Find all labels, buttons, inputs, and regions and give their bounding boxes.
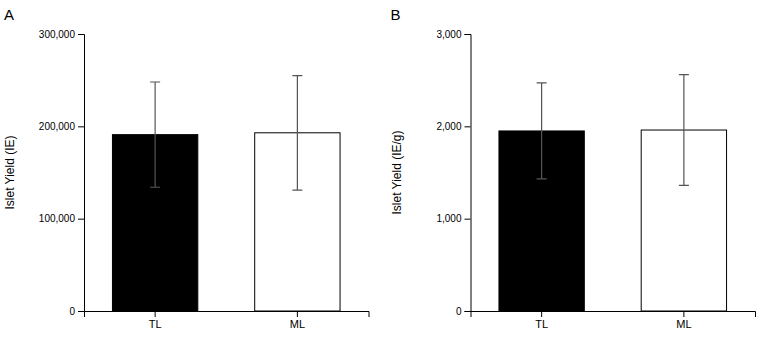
- y-tick-mark: [465, 219, 471, 220]
- x-tick-mark: [297, 311, 298, 317]
- x-axis: TL ML: [85, 311, 370, 330]
- x-tick-label: ML: [290, 318, 305, 330]
- y-tick-label: 100,000: [39, 213, 76, 224]
- y-tick: 1,000: [436, 213, 470, 224]
- x-tick: ML: [676, 311, 691, 330]
- y-tick: 2,000: [436, 121, 470, 132]
- y-tick-mark: [78, 311, 84, 312]
- y-tick-mark: [465, 126, 471, 127]
- x-tick-mark: [683, 311, 684, 317]
- y-axis-title: Islet Yield (IE): [3, 135, 17, 209]
- y-tick: 300,000: [39, 29, 84, 40]
- y-tick-mark: [78, 34, 84, 35]
- y-axis-line: [465, 35, 472, 312]
- y-tick-mark: [78, 219, 84, 220]
- error-bar: [679, 75, 689, 186]
- x-axis-line: [85, 312, 370, 318]
- y-tick-mark: [465, 34, 471, 35]
- y-tick-label: 2,000: [436, 121, 461, 132]
- chart-svg: 0 100,000 200,000 300,000 TL ML Islet Yield (I…: [0, 0, 773, 343]
- x-tick-mark: [155, 311, 156, 317]
- y-tick-label: 200,000: [39, 121, 76, 132]
- x-tick-label: TL: [149, 318, 162, 330]
- error-bar: [537, 83, 547, 179]
- y-axis-line: [78, 35, 85, 312]
- panel: 0 100,000 200,000 300,000 TL ML Islet Yield (I…: [3, 6, 369, 330]
- x-tick-mark: [541, 311, 542, 317]
- y-tick-mark: [465, 311, 471, 312]
- chart-container: 0 100,000 200,000 300,000 TL ML Islet Yield (I…: [0, 0, 773, 343]
- y-tick: 100,000: [39, 213, 84, 224]
- x-tick-label: ML: [676, 318, 691, 330]
- y-tick: 0: [69, 306, 84, 317]
- panel-label: A: [4, 6, 14, 23]
- y-tick-label: 1,000: [436, 213, 461, 224]
- y-tick-label: 0: [69, 306, 75, 317]
- error-bar: [150, 82, 160, 187]
- marks: [112, 76, 340, 311]
- y-tick-label: 3,000: [436, 29, 461, 40]
- x-axis-line: [471, 312, 756, 318]
- panel: 0 1,000 2,000 3,000 TL ML Islet Yield (IE/g) B: [390, 6, 756, 330]
- y-axis: 0 1,000 2,000 3,000: [436, 29, 471, 317]
- error-bar: [292, 76, 302, 190]
- x-tick: ML: [290, 311, 305, 330]
- x-tick-label: TL: [535, 318, 548, 330]
- y-tick-label: 300,000: [39, 29, 76, 40]
- y-tick-mark: [78, 126, 84, 127]
- y-tick: 0: [456, 306, 471, 317]
- y-axis: 0 100,000 200,000 300,000: [39, 29, 85, 317]
- y-tick: 3,000: [436, 29, 470, 40]
- panel-label: B: [391, 6, 401, 23]
- y-tick: 200,000: [39, 121, 84, 132]
- x-tick: TL: [149, 311, 162, 330]
- x-axis: TL ML: [471, 311, 756, 330]
- marks: [499, 75, 727, 311]
- y-axis-title: Islet Yield (IE/g): [390, 130, 404, 214]
- y-tick-label: 0: [456, 306, 462, 317]
- x-tick: TL: [535, 311, 548, 330]
